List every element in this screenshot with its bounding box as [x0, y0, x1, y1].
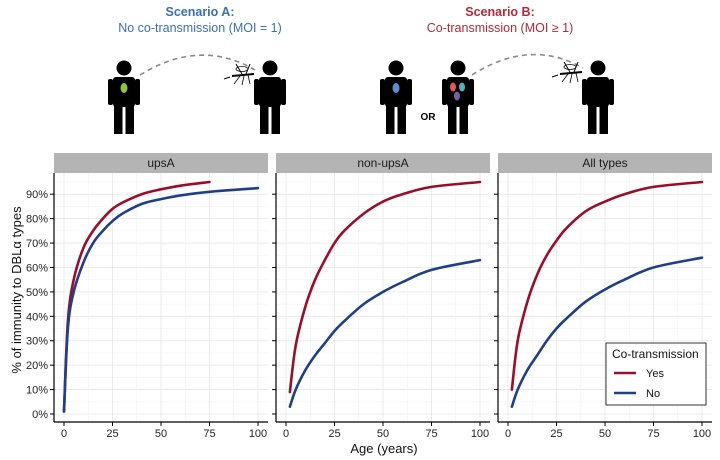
legend-entry-yes: Yes	[646, 368, 664, 380]
parasite-red-icon	[450, 82, 456, 92]
x-tick-label: 50	[377, 428, 389, 440]
series-line-no	[62, 186, 260, 413]
series-line-yes	[288, 180, 482, 394]
chart-panels: upsA 0 25 50 75 100 0% 10% 20% 30% 40% 50% 60% 70% 80%…	[26, 153, 712, 440]
parasite-blue-icon	[392, 83, 400, 93]
y-tick-label: 70%	[26, 238, 48, 250]
scenario-a-illustration	[108, 54, 286, 134]
parasite-green-icon	[120, 83, 128, 93]
x-tick-label: 100	[471, 428, 489, 440]
y-tick-label: 30%	[26, 336, 48, 348]
panel-strip	[54, 153, 268, 173]
y-tick-label: 20%	[26, 360, 48, 372]
scenario-a-subtitle: No co-transmission (MOI = 1)	[118, 21, 282, 35]
or-label: OR	[421, 112, 437, 123]
y-tick-label: 50%	[26, 287, 48, 299]
y-tick-label: 0%	[32, 409, 48, 421]
series-line-yes	[510, 180, 704, 391]
series-line-yes	[62, 180, 211, 413]
legend: Co-transmission Yes No	[605, 342, 707, 406]
infected-person-icon	[108, 60, 140, 134]
x-tick-label: 25	[328, 428, 340, 440]
scenario-b-subtitle: Co-transmission (MOI ≥ 1)	[427, 21, 573, 35]
parasite-purple-icon	[454, 91, 460, 101]
scenario-b-illustration: OR	[380, 53, 614, 134]
x-tick-label: 25	[550, 428, 562, 440]
parasite-teal-icon	[459, 82, 465, 92]
series-line-no	[288, 258, 482, 408]
panel-upsa: upsA 0 25 50 75 100 0% 10% 20% 30% 40% 50% 60% 70% 80%…	[26, 153, 268, 440]
x-tick-label: 0	[61, 428, 67, 440]
recipient-person-icon	[254, 60, 286, 134]
recipient-person-icon	[582, 60, 614, 134]
y-tick-label: 40%	[26, 311, 48, 323]
y-axis-title: % of immunity to DBLα types	[9, 206, 24, 374]
y-tick-label: 60%	[26, 262, 48, 274]
scenario-a-title: Scenario A:	[165, 5, 234, 19]
scenario-b-title: Scenario B:	[465, 5, 534, 19]
legend-entry-no: No	[646, 388, 660, 400]
mosquito-icon	[223, 63, 255, 86]
x-tick-label: 25	[106, 428, 118, 440]
x-tick-label: 50	[155, 428, 167, 440]
x-tick-label: 100	[693, 428, 711, 440]
panel-strip-label: upsA	[147, 156, 174, 170]
series-line-no	[510, 256, 704, 408]
x-axis-title: Age (years)	[350, 441, 417, 456]
panel-strip	[498, 153, 712, 173]
panel-strip-label: All types	[582, 156, 627, 170]
x-tick-label: 50	[599, 428, 611, 440]
x-tick-label: 75	[647, 428, 659, 440]
x-tick-label: 0	[283, 428, 289, 440]
y-tick-label: 80%	[26, 214, 48, 226]
x-tick-label: 100	[249, 428, 267, 440]
transmission-arrow	[139, 54, 256, 76]
y-tick-label: 90%	[26, 189, 48, 201]
panel-strip-label: non-upsA	[357, 156, 408, 170]
legend-title: Co-transmission	[612, 347, 699, 361]
x-tick-label: 75	[203, 428, 215, 440]
x-tick-label: 75	[425, 428, 437, 440]
panel-non-upsa: non-upsA 0 25 50 75 100	[272, 153, 490, 440]
panel-strip	[276, 153, 490, 173]
y-tick-label: 10%	[26, 385, 48, 397]
x-tick-label: 0	[505, 428, 511, 440]
infected-person-single-icon	[380, 60, 412, 134]
